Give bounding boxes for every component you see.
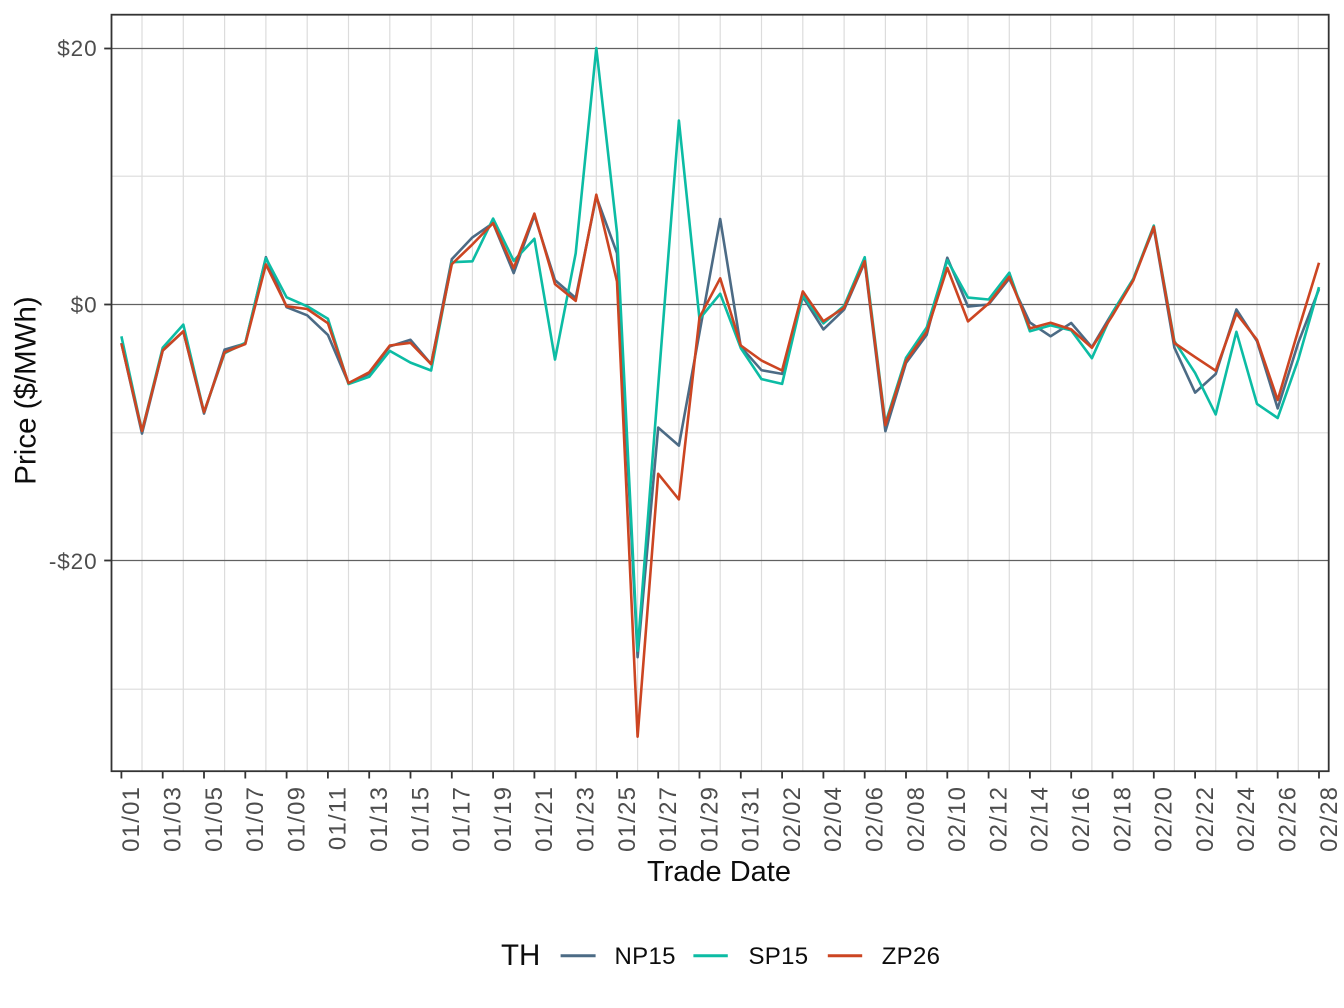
svg-text:02/26: 02/26 bbox=[1275, 786, 1302, 852]
svg-text:01/05: 01/05 bbox=[201, 786, 228, 852]
svg-text:02/18: 02/18 bbox=[1109, 786, 1136, 852]
svg-text:01/19: 01/19 bbox=[490, 786, 517, 852]
svg-text:02/10: 02/10 bbox=[944, 786, 971, 852]
svg-text:02/28: 02/28 bbox=[1316, 786, 1343, 852]
svg-text:TH: TH bbox=[501, 939, 540, 972]
svg-text:01/01: 01/01 bbox=[118, 786, 145, 852]
svg-text:$0: $0 bbox=[71, 293, 98, 318]
svg-text:01/21: 01/21 bbox=[531, 786, 558, 852]
svg-text:SP15: SP15 bbox=[749, 943, 809, 970]
svg-text:01/07: 01/07 bbox=[242, 786, 269, 852]
svg-text:02/08: 02/08 bbox=[903, 786, 930, 852]
svg-text:01/29: 01/29 bbox=[696, 786, 723, 852]
svg-text:02/14: 02/14 bbox=[1027, 786, 1054, 852]
svg-text:01/31: 01/31 bbox=[738, 786, 765, 852]
svg-text:02/24: 02/24 bbox=[1233, 786, 1260, 852]
svg-text:ZP26: ZP26 bbox=[882, 943, 941, 970]
svg-text:NP15: NP15 bbox=[615, 943, 676, 970]
svg-text:01/15: 01/15 bbox=[407, 786, 434, 852]
svg-text:01/23: 01/23 bbox=[573, 786, 600, 852]
svg-text:Price ($/MWh): Price ($/MWh) bbox=[10, 296, 43, 484]
svg-text:02/04: 02/04 bbox=[820, 786, 847, 852]
svg-text:01/13: 01/13 bbox=[366, 786, 393, 852]
svg-text:01/09: 01/09 bbox=[283, 786, 310, 852]
svg-text:-$20: -$20 bbox=[49, 549, 98, 574]
svg-text:02/02: 02/02 bbox=[779, 786, 806, 852]
svg-text:02/12: 02/12 bbox=[985, 786, 1012, 852]
svg-text:01/03: 01/03 bbox=[160, 786, 187, 852]
svg-text:Trade Date: Trade Date bbox=[647, 856, 791, 888]
svg-text:02/22: 02/22 bbox=[1192, 786, 1219, 852]
svg-text:01/27: 01/27 bbox=[655, 786, 682, 852]
svg-text:02/06: 02/06 bbox=[862, 786, 889, 852]
svg-text:02/20: 02/20 bbox=[1151, 786, 1178, 852]
svg-text:01/11: 01/11 bbox=[325, 786, 352, 850]
svg-text:01/25: 01/25 bbox=[614, 786, 641, 852]
svg-text:02/16: 02/16 bbox=[1068, 786, 1095, 852]
svg-text:$20: $20 bbox=[57, 36, 97, 61]
svg-text:01/17: 01/17 bbox=[449, 786, 476, 852]
